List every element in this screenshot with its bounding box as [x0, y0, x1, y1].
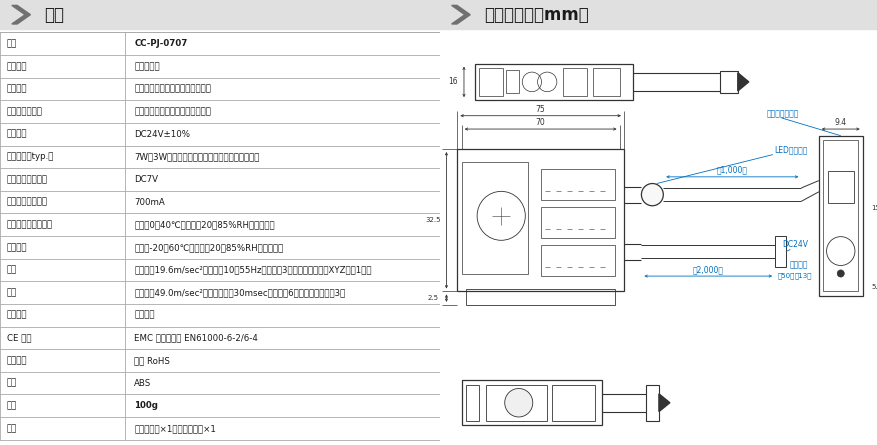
Bar	[461, 380, 602, 425]
Text: 外形尺寸图（mm）: 外形尺寸图（mm）	[483, 6, 588, 24]
Bar	[466, 385, 479, 421]
Text: 温度：0～40℃、湿度：20～85%RH（无结露）: 温度：0～40℃、湿度：20～85%RH（无结露）	[134, 220, 275, 229]
Text: 输出电流（额定）: 输出电流（额定）	[7, 198, 47, 206]
Text: 70: 70	[535, 118, 545, 127]
Bar	[823, 140, 858, 291]
Text: 输出电压（最大）: 输出电压（最大）	[7, 175, 47, 184]
Text: 调光方式: 调光方式	[7, 85, 27, 93]
Bar	[0, 0, 439, 29]
Text: 9.4: 9.4	[834, 118, 845, 127]
Bar	[439, 0, 877, 29]
Text: 使用说明书×1、一字螺丝刀×1: 使用说明书×1、一字螺丝刀×1	[134, 424, 216, 433]
Text: 2.5: 2.5	[427, 295, 438, 301]
Text: 输入电压: 输入电压	[7, 130, 27, 139]
Text: 16: 16	[447, 77, 457, 86]
Text: 通过保险丝的熔断进行过电流保护: 通过保险丝的熔断进行过电流保护	[134, 107, 210, 116]
Text: （13）: （13）	[794, 273, 811, 279]
Text: 输入过电流保护: 输入过电流保护	[7, 107, 42, 116]
Text: 消耗功率（typ.）: 消耗功率（typ.）	[7, 152, 53, 162]
Text: （50）: （50）	[776, 273, 794, 279]
Bar	[505, 70, 518, 93]
Bar	[818, 136, 862, 296]
Text: 可変电流控制方式／发光时间控制: 可変电流控制方式／发光时间控制	[134, 85, 210, 93]
Text: （1,000）: （1,000）	[716, 166, 747, 175]
Bar	[479, 68, 503, 96]
Text: 加速度：49.0m/sec²、作用时间：30msec、次数：6个方向，每个方向3次: 加速度：49.0m/sec²、作用时间：30msec、次数：6个方向，每个方向3…	[134, 288, 345, 297]
Text: 冷却方式: 冷却方式	[7, 311, 27, 320]
Text: （2,000）: （2,000）	[692, 265, 723, 274]
Bar	[562, 68, 586, 96]
Bar	[457, 149, 624, 291]
Text: 定电流方式: 定电流方式	[134, 62, 160, 71]
Bar	[540, 169, 615, 200]
Text: 15.8: 15.8	[871, 205, 877, 211]
Bar	[461, 162, 527, 274]
Polygon shape	[737, 73, 748, 91]
Text: CC-PJ-0707: CC-PJ-0707	[134, 39, 188, 49]
Bar	[540, 207, 615, 238]
Text: DC24V±10%: DC24V±10%	[134, 130, 190, 139]
Text: 75: 75	[535, 105, 545, 113]
Text: 700mA: 700mA	[134, 198, 165, 206]
Text: DC24V: DC24V	[781, 240, 807, 249]
Bar	[485, 385, 546, 421]
Text: 使用环境（限室内）: 使用环境（限室内）	[7, 220, 53, 229]
Text: 温度：-20～60℃、湿度：20～85%RH（无结露）: 温度：-20～60℃、湿度：20～85%RH（无结露）	[134, 243, 283, 252]
Text: 驱动方式: 驱动方式	[7, 62, 27, 71]
Text: CE 标志: CE 标志	[7, 333, 31, 342]
Polygon shape	[451, 5, 470, 24]
Text: 5.7: 5.7	[871, 284, 877, 290]
Bar	[540, 245, 615, 276]
Text: 外部信号用端口: 外部信号用端口	[766, 109, 798, 118]
Text: 保存环境: 保存环境	[7, 243, 27, 252]
Bar	[593, 68, 619, 96]
Text: EMC 标准：符合 EN61000-6-2/6-4: EMC 标准：符合 EN61000-6-2/6-4	[134, 333, 258, 342]
Text: ABS: ABS	[134, 379, 151, 388]
Text: 材质: 材质	[7, 379, 17, 388]
Bar	[551, 385, 595, 421]
Bar	[645, 385, 658, 421]
Bar	[774, 236, 785, 267]
Text: 加速度：19.6m/sec²、频率：10～55Hz、周期：3分钟、扫描周期：XYZ轴各1小时: 加速度：19.6m/sec²、频率：10～55Hz、周期：3分钟、扫描周期：XY…	[134, 266, 371, 275]
Bar	[719, 71, 737, 93]
Text: 振动: 振动	[7, 266, 17, 275]
Text: 7W（3W的点光源、在调光最大的情况下驱动时）: 7W（3W的点光源、在调光最大的情况下驱动时）	[134, 152, 260, 162]
Polygon shape	[11, 5, 31, 24]
Text: 附件: 附件	[7, 424, 17, 433]
Text: 输入线缆: 输入线缆	[788, 260, 807, 269]
Circle shape	[837, 270, 844, 277]
Circle shape	[641, 183, 662, 206]
Text: 对应 RoHS: 对应 RoHS	[134, 356, 170, 365]
Bar	[474, 64, 632, 100]
Text: 环境管制: 环境管制	[7, 356, 27, 365]
Bar	[466, 289, 615, 305]
Text: 规格: 规格	[44, 6, 64, 24]
Text: 重量: 重量	[7, 401, 17, 410]
Circle shape	[504, 388, 532, 417]
Polygon shape	[658, 394, 669, 412]
Text: DC7V: DC7V	[134, 175, 158, 184]
Text: 型号: 型号	[7, 39, 17, 49]
Text: 100g: 100g	[134, 401, 158, 410]
Text: 冲击: 冲击	[7, 288, 17, 297]
Text: 自然冷却: 自然冷却	[134, 311, 154, 320]
Text: 32.5: 32.5	[425, 217, 440, 223]
Bar	[827, 171, 853, 203]
Text: LED光源线缆: LED光源线缆	[774, 146, 807, 154]
